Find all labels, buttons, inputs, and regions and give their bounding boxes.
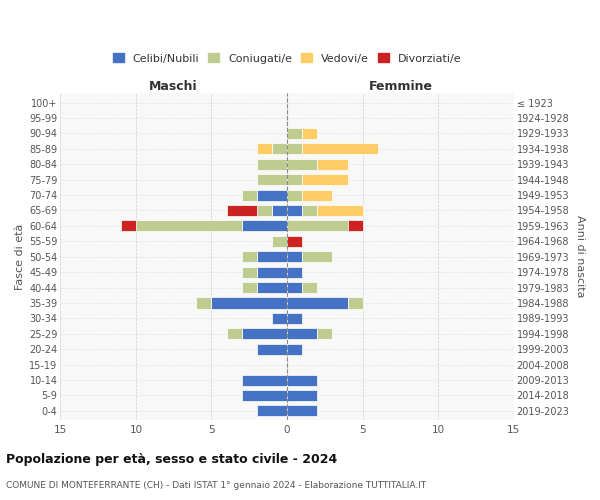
Bar [302, 190, 332, 200]
Bar [257, 282, 287, 293]
Bar [287, 282, 302, 293]
Bar [242, 220, 287, 232]
Bar [287, 406, 317, 416]
Bar [257, 205, 272, 216]
Bar [287, 236, 302, 247]
Bar [287, 158, 317, 170]
Y-axis label: Fasce di età: Fasce di età [15, 224, 25, 290]
Bar [242, 251, 257, 262]
Bar [287, 174, 302, 185]
Bar [287, 390, 317, 401]
Bar [287, 128, 302, 139]
Bar [287, 144, 302, 154]
Bar [287, 374, 317, 386]
Bar [302, 174, 347, 185]
Bar [257, 251, 287, 262]
Bar [257, 174, 287, 185]
Bar [272, 313, 287, 324]
Bar [287, 328, 317, 340]
Bar [287, 266, 302, 278]
Bar [317, 328, 332, 340]
Bar [272, 205, 287, 216]
Bar [257, 266, 287, 278]
Bar [121, 220, 136, 232]
Text: COMUNE DI MONTEFERRANTE (CH) - Dati ISTAT 1° gennaio 2024 - Elaborazione TUTTITA: COMUNE DI MONTEFERRANTE (CH) - Dati ISTA… [6, 480, 426, 490]
Bar [196, 298, 211, 308]
Bar [272, 144, 287, 154]
Bar [242, 328, 287, 340]
Text: Femmine: Femmine [368, 80, 433, 93]
Bar [302, 251, 332, 262]
Text: Popolazione per età, sesso e stato civile - 2024: Popolazione per età, sesso e stato civil… [6, 452, 337, 466]
Bar [287, 313, 302, 324]
Bar [287, 298, 347, 308]
Bar [272, 236, 287, 247]
Bar [242, 374, 287, 386]
Bar [347, 298, 362, 308]
Bar [227, 205, 257, 216]
Bar [287, 190, 302, 200]
Bar [257, 406, 287, 416]
Bar [302, 128, 317, 139]
Bar [317, 158, 347, 170]
Legend: Celibi/Nubili, Coniugati/e, Vedovi/e, Divorziati/e: Celibi/Nubili, Coniugati/e, Vedovi/e, Di… [113, 53, 461, 64]
Bar [287, 220, 347, 232]
Bar [302, 205, 317, 216]
Bar [287, 205, 302, 216]
Bar [257, 190, 287, 200]
Text: Maschi: Maschi [149, 80, 198, 93]
Bar [302, 144, 378, 154]
Bar [242, 282, 257, 293]
Bar [242, 266, 257, 278]
Bar [347, 220, 362, 232]
Bar [227, 328, 242, 340]
Bar [302, 282, 317, 293]
Bar [287, 344, 302, 355]
Bar [242, 190, 257, 200]
Bar [287, 251, 302, 262]
Bar [257, 144, 272, 154]
Bar [211, 298, 287, 308]
Bar [257, 344, 287, 355]
Bar [136, 220, 242, 232]
Bar [257, 158, 287, 170]
Bar [317, 205, 362, 216]
Bar [242, 390, 287, 401]
Y-axis label: Anni di nascita: Anni di nascita [575, 216, 585, 298]
